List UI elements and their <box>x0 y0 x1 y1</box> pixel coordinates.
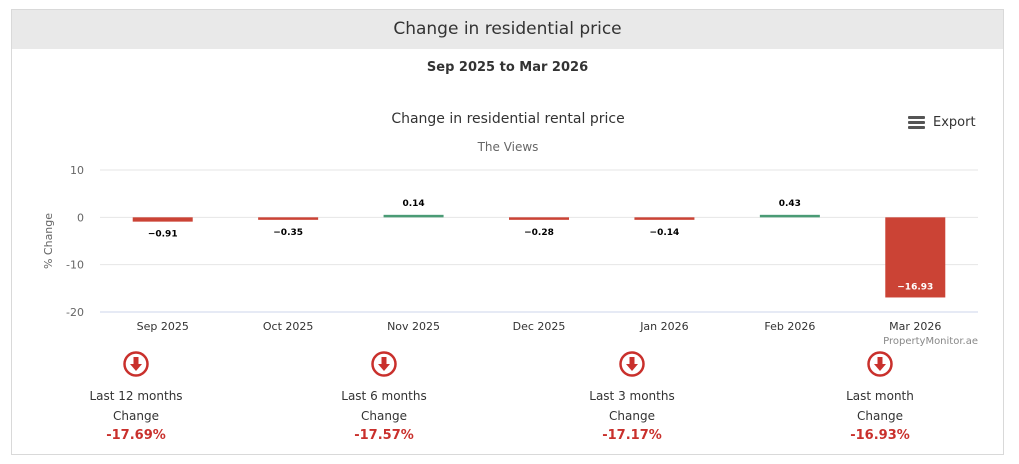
down-arrow-icon <box>371 351 397 377</box>
export-label: Export <box>933 114 976 130</box>
y-tick-label: 10 <box>70 164 84 177</box>
stat-value: -16.93% <box>850 428 910 443</box>
data-label: −0.28 <box>524 228 554 238</box>
y-tick-label: -20 <box>66 306 84 319</box>
bar-oct-2025[interactable] <box>258 217 319 220</box>
stat-period: Last month <box>846 389 914 403</box>
x-tick-label: Nov 2025 <box>387 320 440 333</box>
stat-sub: Change <box>361 409 407 423</box>
y-axis-label: % Change <box>42 213 55 269</box>
down-arrow-icon <box>123 351 149 377</box>
down-arrow-icon <box>867 351 893 377</box>
down-arrow-icon <box>619 351 645 377</box>
stat-sub: Change <box>857 409 903 423</box>
date-range: Sep 2025 to Mar 2026 <box>426 60 589 75</box>
stat-0: Last 12 months Change -17.69% <box>56 351 216 446</box>
x-tick-label: Feb 2026 <box>764 320 815 333</box>
stat-period: Last 12 months <box>89 389 183 403</box>
stat-sub: Change <box>113 409 159 423</box>
data-label: 0.14 <box>402 199 424 209</box>
panel-title: Change in residential price <box>12 10 1003 49</box>
x-tick-label: Jan 2026 <box>639 320 688 333</box>
bar-feb-2026[interactable] <box>759 214 820 218</box>
bar-jan-2026[interactable] <box>634 217 695 220</box>
price-change-panel: Change in residential price Sep 2025 to … <box>11 9 1004 455</box>
x-tick-label: Sep 2025 <box>137 320 189 333</box>
chart-subtitle: The Views <box>477 140 539 154</box>
stat-period: Last 6 months <box>341 389 427 403</box>
data-label: −0.14 <box>650 228 680 238</box>
x-tick-label: Oct 2025 <box>263 320 314 333</box>
x-tick-label: Dec 2025 <box>513 320 566 333</box>
y-tick-label: 0 <box>77 211 84 224</box>
menu-icon <box>908 115 925 129</box>
stat-sub: Change <box>609 409 655 423</box>
stat-3: Last month Change -16.93% <box>800 351 960 446</box>
bar-sep-2025[interactable] <box>132 217 193 222</box>
stat-value: -17.57% <box>354 428 414 443</box>
chart-credit[interactable]: PropertyMonitor.ae <box>883 336 978 347</box>
chart-title: Change in residential rental price <box>391 111 624 127</box>
data-label: 0.43 <box>779 199 801 209</box>
stat-value: -17.69% <box>106 428 166 443</box>
bar-mar-2026[interactable] <box>885 217 946 298</box>
export-button[interactable]: Export <box>908 113 976 131</box>
data-label: −0.91 <box>148 230 178 240</box>
stat-value: -17.17% <box>602 428 662 443</box>
data-label: −16.93 <box>897 282 933 292</box>
bar-dec-2025[interactable] <box>509 217 569 220</box>
bar-nov-2025[interactable] <box>383 214 444 218</box>
stat-2: Last 3 months Change -17.17% <box>552 351 712 446</box>
data-label: −0.35 <box>273 228 303 238</box>
stat-1: Last 6 months Change -17.57% <box>304 351 464 446</box>
x-tick-label: Mar 2026 <box>889 320 941 333</box>
y-tick-label: -10 <box>66 259 84 272</box>
stat-period: Last 3 months <box>589 389 675 403</box>
